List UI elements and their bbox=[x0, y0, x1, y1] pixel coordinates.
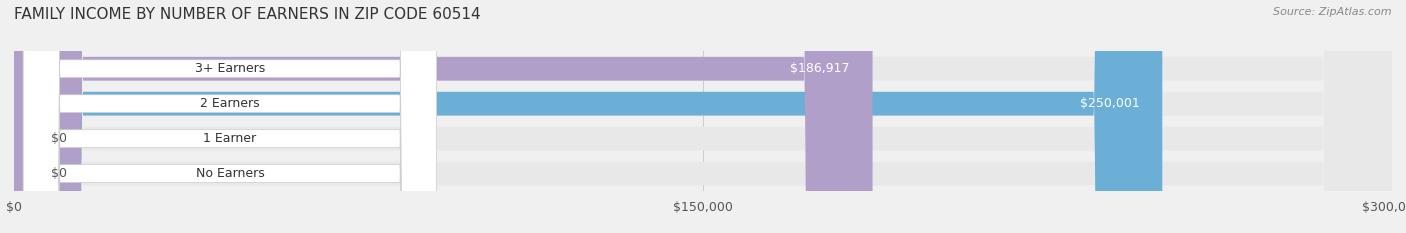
Text: 3+ Earners: 3+ Earners bbox=[195, 62, 266, 75]
FancyBboxPatch shape bbox=[14, 0, 873, 233]
FancyBboxPatch shape bbox=[14, 0, 1392, 233]
FancyBboxPatch shape bbox=[14, 0, 1392, 233]
Text: $186,917: $186,917 bbox=[790, 62, 849, 75]
Text: No Earners: No Earners bbox=[195, 167, 264, 180]
FancyBboxPatch shape bbox=[14, 0, 1392, 233]
Text: $250,001: $250,001 bbox=[1080, 97, 1139, 110]
FancyBboxPatch shape bbox=[14, 0, 1392, 233]
Text: 2 Earners: 2 Earners bbox=[200, 97, 260, 110]
Text: 1 Earner: 1 Earner bbox=[204, 132, 256, 145]
FancyBboxPatch shape bbox=[24, 0, 437, 233]
Text: FAMILY INCOME BY NUMBER OF EARNERS IN ZIP CODE 60514: FAMILY INCOME BY NUMBER OF EARNERS IN ZI… bbox=[14, 7, 481, 22]
Text: $0: $0 bbox=[51, 167, 67, 180]
Text: $0: $0 bbox=[51, 132, 67, 145]
FancyBboxPatch shape bbox=[24, 0, 437, 233]
FancyBboxPatch shape bbox=[24, 0, 437, 233]
FancyBboxPatch shape bbox=[14, 0, 1163, 233]
FancyBboxPatch shape bbox=[24, 0, 437, 233]
Text: Source: ZipAtlas.com: Source: ZipAtlas.com bbox=[1274, 7, 1392, 17]
